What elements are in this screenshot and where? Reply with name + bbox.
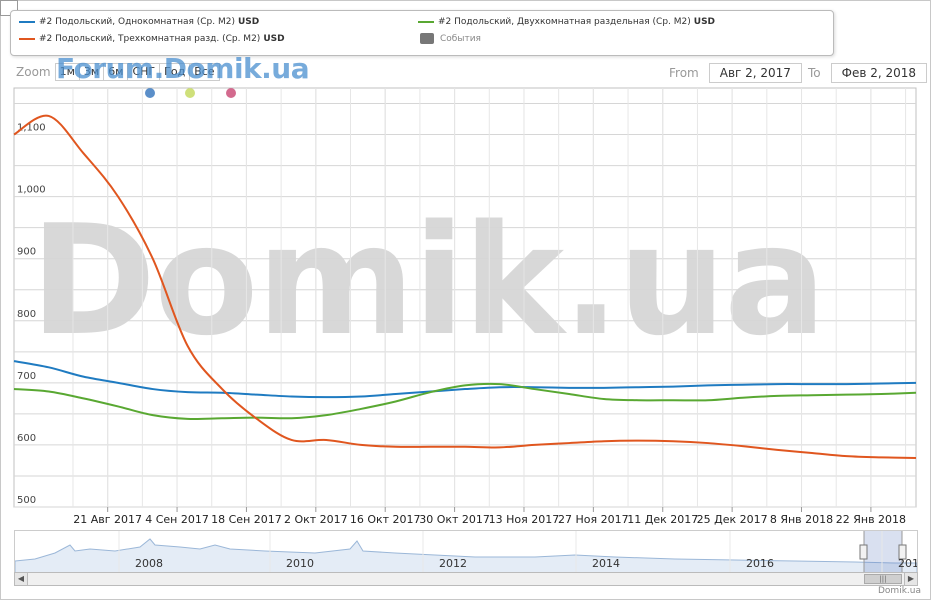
y-tick-label: 1,100 bbox=[17, 123, 46, 134]
credit: Domik.ua bbox=[878, 586, 921, 596]
events-swatch-icon bbox=[420, 33, 434, 44]
navigator-area bbox=[14, 538, 918, 574]
legend-line-1room bbox=[19, 21, 35, 23]
forum-watermark: Forum.Domik.ua bbox=[56, 52, 310, 85]
navigator-selection bbox=[864, 531, 902, 573]
legend-item-2room[interactable]: #2 Подольский, Двухкомнатная раздельная … bbox=[418, 17, 715, 27]
zoom-1m-button[interactable]: 1м bbox=[56, 64, 80, 80]
event-dot-1[interactable] bbox=[145, 88, 155, 98]
scrollbar-thumb[interactable]: ||| bbox=[864, 574, 902, 584]
zoom-all-button[interactable]: Все bbox=[194, 65, 215, 78]
plot-border bbox=[13, 87, 917, 508]
navigator[interactable]: 2008 2010 2012 2014 2016 2018 bbox=[14, 530, 926, 574]
scroll-right-arrow-icon[interactable]: ▶ bbox=[904, 573, 917, 585]
series-line-3 bbox=[13, 114, 917, 459]
series-line-1 bbox=[13, 360, 917, 399]
zoom-label: Zoom bbox=[16, 65, 51, 79]
x-tick-label: 22 Янв 2018 bbox=[836, 513, 906, 526]
x-tick-label: 27 Ноя 2017 bbox=[558, 513, 629, 526]
navigator-year-label: 2012 bbox=[439, 557, 467, 570]
legend: #2 Подольский, Однокомнатная (Ср. М2) US… bbox=[10, 10, 834, 56]
navigator-year-label: 2018 bbox=[898, 557, 917, 570]
zoom-ytd-button[interactable]: СНГ bbox=[128, 64, 161, 80]
legend-unit-3room: USD bbox=[263, 34, 285, 44]
legend-label-3room: #2 Подольский, Трехкомнатная разд. (Ср. … bbox=[39, 34, 261, 44]
x-axis-labels: 21 Авг 2017 4 Сен 2017 18 Сен 2017 2 Окт 20… bbox=[73, 513, 906, 526]
x-tick-label: 18 Сен 2017 bbox=[211, 513, 282, 526]
legend-line-2room bbox=[418, 21, 434, 23]
navigator-year-labels: 2008 2010 2012 2014 2016 2018 bbox=[118, 531, 926, 573]
range-from-input[interactable]: Авг 2, 2017 bbox=[708, 63, 802, 83]
navigator-year-label: 2008 bbox=[135, 557, 163, 570]
domik-watermark: Domik.ua bbox=[30, 192, 827, 369]
x-tick-label: 25 Дек 2017 bbox=[697, 513, 768, 526]
x-tick-label: 21 Авг 2017 bbox=[73, 513, 142, 526]
navigator-handle-left bbox=[859, 544, 868, 560]
legend-item-events[interactable]: События bbox=[420, 33, 481, 44]
x-tick-label: 13 Ноя 2017 bbox=[489, 513, 560, 526]
range-from: From Авг 2, 2017 bbox=[669, 63, 802, 83]
zoom-buttons: 1м 3м 6м СНГ Год Все bbox=[54, 63, 220, 81]
zoom-controls: Zoom 1м 3м 6м СНГ Год Все bbox=[16, 63, 220, 81]
y-tick-label: 900 bbox=[17, 247, 36, 258]
range-to-label: To bbox=[808, 66, 821, 80]
grid bbox=[13, 87, 917, 512]
y-tick-label: 1,000 bbox=[17, 185, 46, 196]
legend-label-2room: #2 Подольский, Двухкомнатная раздельная … bbox=[438, 17, 691, 27]
y-axis-labels: 500 600 700 800 900 1,000 1,100 bbox=[17, 123, 46, 506]
x-tick-label: 2 Окт 2017 bbox=[284, 513, 348, 526]
x-tick-label: 4 Сен 2017 bbox=[145, 513, 209, 526]
x-tick-label: 16 Окт 2017 bbox=[350, 513, 421, 526]
navigator-year-label: 2014 bbox=[592, 557, 620, 570]
zoom-3m-button[interactable]: 3м bbox=[80, 64, 105, 80]
range-to-input[interactable]: Фев 2, 2018 bbox=[830, 63, 928, 83]
y-tick-label: 800 bbox=[17, 309, 36, 320]
legend-label-1room: #2 Подольский, Однокомнатная (Ср. М2) bbox=[39, 17, 235, 27]
legend-line-3room bbox=[19, 38, 35, 40]
scrollbar[interactable]: ◀ ||| ▶ bbox=[14, 572, 918, 586]
legend-unit-2room: USD bbox=[693, 17, 716, 27]
series-lines bbox=[13, 114, 917, 459]
event-dot-2[interactable] bbox=[185, 88, 195, 98]
zoom-6m-button[interactable]: 6м bbox=[104, 64, 129, 80]
scroll-left-arrow-icon[interactable]: ◀ bbox=[15, 573, 28, 585]
series-line-2 bbox=[13, 382, 917, 421]
event-dot-3[interactable] bbox=[226, 88, 236, 98]
x-tick-label: 11 Дек 2017 bbox=[627, 513, 698, 526]
zoom-1y-button[interactable]: Год bbox=[160, 64, 191, 80]
navigator-handle-right bbox=[898, 544, 907, 560]
navigator-year-label: 2010 bbox=[286, 557, 314, 570]
legend-label-events: События bbox=[440, 33, 481, 44]
legend-unit-1room: USD bbox=[237, 17, 260, 27]
range-from-label: From bbox=[669, 66, 699, 80]
y-tick-label: 600 bbox=[17, 433, 36, 444]
legend-item-1room[interactable]: #2 Подольский, Однокомнатная (Ср. М2) US… bbox=[19, 17, 259, 27]
navigator-svg: 2008 2010 2012 2014 2016 2018 bbox=[14, 531, 926, 574]
navigator-year-label: 2016 bbox=[746, 557, 774, 570]
legend-item-3room[interactable]: #2 Подольский, Трехкомнатная разд. (Ср. … bbox=[19, 34, 285, 44]
y-tick-label: 700 bbox=[17, 371, 36, 382]
range-to: To Фев 2, 2018 bbox=[808, 63, 928, 83]
y-tick-label: 500 bbox=[17, 495, 36, 506]
x-tick-label: 30 Окт 2017 bbox=[419, 513, 490, 526]
x-tick-label: 8 Янв 2018 bbox=[770, 513, 833, 526]
